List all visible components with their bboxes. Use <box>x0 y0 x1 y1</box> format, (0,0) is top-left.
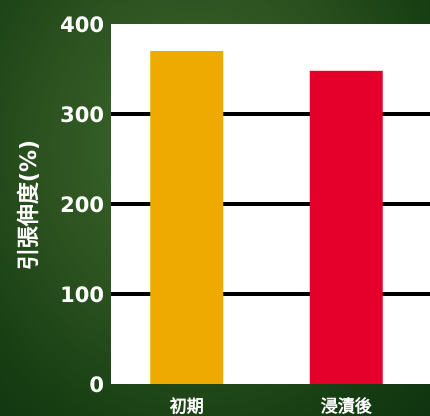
y-tick-label: 400 <box>60 13 104 37</box>
x-category-labels: 初期 浸漬後 <box>170 396 373 416</box>
x-category-label: 浸漬後 <box>321 396 373 416</box>
y-tick-label: 300 <box>60 103 104 127</box>
bar-0 <box>150 51 224 384</box>
x-category-label: 初期 <box>170 396 204 416</box>
y-axis-label: 引張伸度(%) <box>16 140 42 270</box>
y-tick-labels: 0 100 200 300 400 <box>60 13 104 397</box>
bars <box>150 51 383 385</box>
y-tick-label: 0 <box>89 373 104 397</box>
y-tick-label: 100 <box>60 283 104 307</box>
y-tick-label: 200 <box>60 193 104 217</box>
bar-1 <box>309 70 383 385</box>
